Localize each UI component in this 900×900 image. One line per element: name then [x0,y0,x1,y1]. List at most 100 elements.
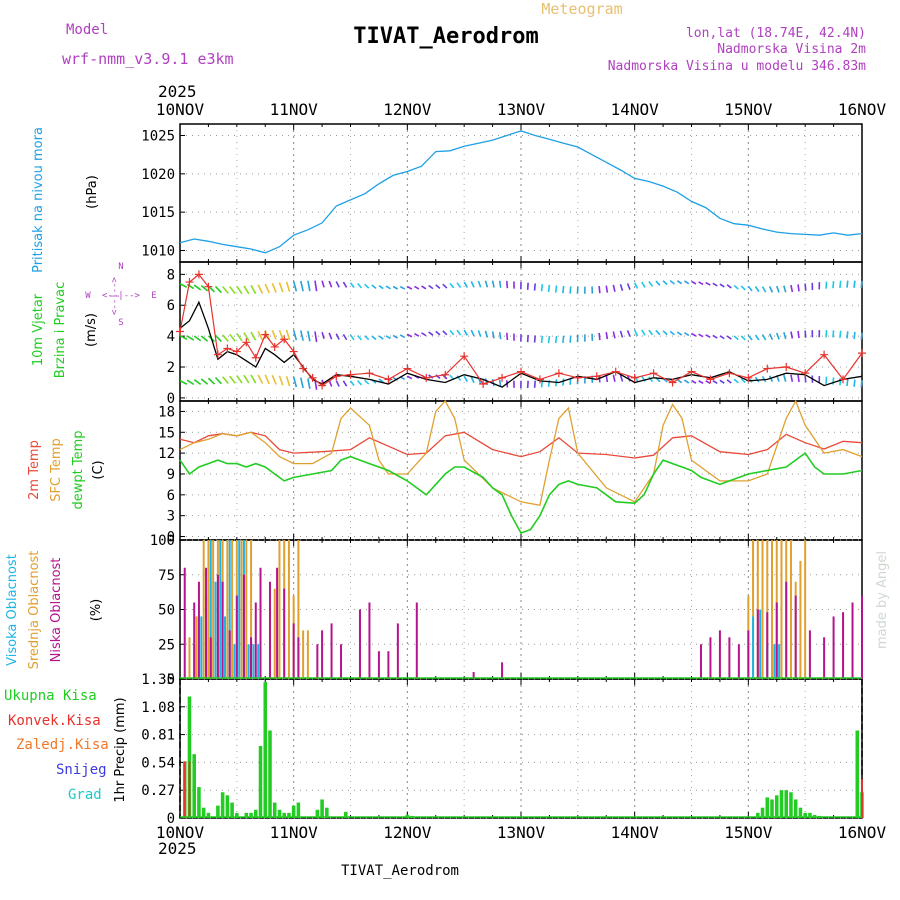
wind-barb [698,281,704,286]
precip-total-bar [254,809,258,818]
wind-barb [378,378,384,383]
wind-obs-marker [592,372,601,381]
wind-barb [804,330,807,338]
precip-total-bar [760,807,765,818]
wind-barb [633,329,639,337]
wind-barb [860,332,863,340]
wind-obs-marker [535,375,544,384]
wind-barb [832,281,835,289]
wind-barb [719,335,725,340]
wind-barb [321,331,325,339]
wind-barb [648,281,654,287]
wind-barb [342,380,348,387]
precip-legend-conv: Konvek.Kisa [8,713,101,729]
wind-barb [179,282,188,289]
precip-units: 1hr Precip (mm) [113,697,128,802]
wind-barb [250,331,257,341]
wind-obs-marker [460,352,469,361]
wind-barb [505,332,509,341]
wind-barb [783,332,787,340]
wind-barb [804,283,807,291]
wind-barb [200,285,209,292]
wind-obs-marker [261,330,270,339]
wind-barb [399,285,406,290]
precip-ytick-label: 1.08 [141,700,175,716]
wind-barb [683,280,690,285]
wind-ytick-label: 0 [167,391,175,407]
wind-barb [740,335,746,341]
wind-obs-marker [403,364,412,373]
wind-barb [562,335,565,344]
wind-barb [619,374,624,382]
temp-label-sfc: SFC Temp [49,438,64,502]
wind-barb [733,335,739,341]
model-elevation-label: Nadmorska Visina u modelu 346.83m [608,59,866,74]
wind-barb [385,285,391,290]
wind-barb [846,331,849,339]
wind-barb [554,285,558,293]
wind-barb [547,335,551,344]
wind-barb [605,332,609,340]
cloud-ytick-label: 100 [150,533,175,549]
top-year: 2025 [158,82,197,101]
wind-obs-marker [858,349,866,358]
wind-barb [463,375,469,383]
wind-barb [285,329,291,341]
time-label-bottom: 15NOV [724,823,773,842]
cloud-label-mid: Srednja Oblacnost [27,551,42,670]
wind-barb [428,284,434,290]
wind-barb [456,375,462,382]
cloud-ytick-label: 50 [158,603,175,619]
wind-barb [619,330,624,338]
time-label-top: 10NOV [156,100,205,119]
wind-barb [698,380,704,384]
wind-label-1: 10m Vjetar [31,293,46,366]
wind-obs-marker [801,369,810,378]
wind-barb [726,284,732,289]
wind-barb [612,284,616,292]
wind-barb [612,374,616,382]
time-label-top: 12NOV [383,100,432,119]
wind-barb [278,282,284,293]
precip-total-bar [770,799,774,818]
wind-obs-marker [185,278,194,287]
wind-barb [463,281,469,288]
wind-obs-marker [365,369,374,378]
wind-barb [435,284,441,289]
precip-total-bar [225,795,230,818]
wind-obs-marker [649,369,658,378]
wind-barb [321,280,325,288]
wind-barb [299,377,304,389]
wind-barb [371,335,377,341]
wind-barb [243,285,250,295]
wind-barb [569,286,572,294]
wind-barb [335,380,340,387]
pressure-units: (hPa) [85,175,100,209]
wind-barb [498,331,502,340]
temp-ytick-label: 0 [167,530,175,546]
wind-barb [193,378,202,386]
precip-total-bar [216,805,220,818]
wind-barb [726,335,732,340]
wind-barb [698,333,704,338]
wind-barb [257,284,264,294]
wind-barb [278,329,284,340]
precip-total-bar [291,805,296,818]
wind-obs-marker [441,370,450,379]
wind-barb [747,335,753,341]
precip-total-bar [784,790,788,818]
wind-barb [435,330,441,336]
wind-barb [648,376,654,383]
wind-barb [705,380,711,385]
wind-barb [846,280,849,288]
wind-barb [619,284,624,292]
wind-barb [236,375,243,384]
temp-sfc-line [179,399,863,507]
compass-south: S [118,318,123,328]
wind-barb [179,334,188,340]
precip-total-bar [287,812,291,818]
wind-barb [200,335,209,342]
wind-obs-marker [554,369,563,378]
wind-barb [435,374,441,379]
wind-barb [449,282,455,289]
